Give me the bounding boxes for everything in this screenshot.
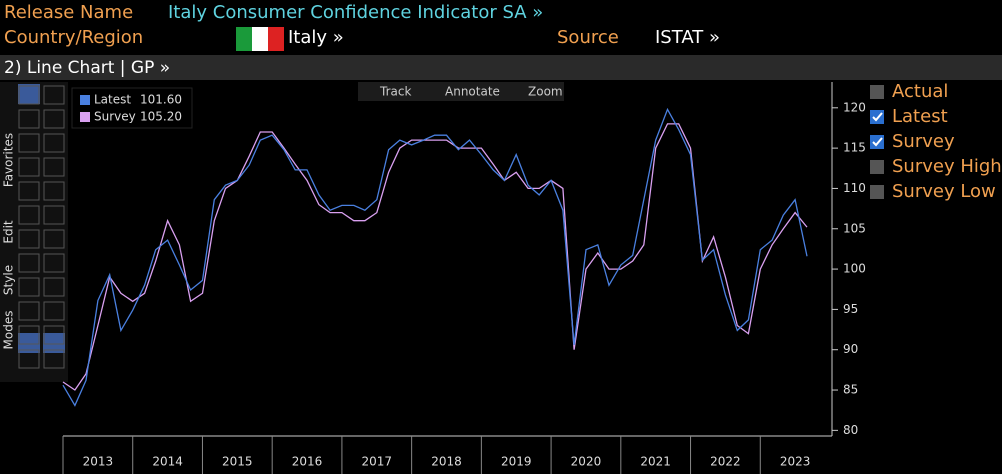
panel-bar — [0, 55, 1002, 80]
tool-button[interactable] — [43, 85, 65, 105]
y-tick-label: 100 — [843, 262, 866, 276]
side-tab[interactable]: Favorites — [2, 133, 16, 187]
tool-button[interactable] — [43, 229, 65, 249]
country-value[interactable]: Italy » — [288, 27, 344, 48]
x-tick-label: 2017 — [361, 455, 392, 469]
tool-button[interactable] — [43, 253, 65, 273]
x-tick-label: 2014 — [152, 455, 183, 469]
tool-button[interactable] — [43, 205, 65, 225]
tool-button[interactable] — [18, 181, 40, 201]
y-tick-label: 105 — [843, 221, 866, 235]
x-tick-label: 2016 — [292, 455, 323, 469]
release-value[interactable]: Italy Consumer Confidence Indicator SA » — [168, 2, 543, 23]
tool-button[interactable] — [43, 181, 65, 201]
side-tab[interactable]: Modes — [2, 311, 16, 350]
legend-box — [71, 87, 193, 129]
checkbox-label[interactable]: Latest — [892, 106, 948, 127]
side-tab[interactable]: Edit — [2, 220, 16, 244]
legend-label: Latest — [94, 93, 131, 107]
toolbar-button[interactable]: Zoom — [528, 85, 563, 99]
checkbox-label[interactable]: Actual — [892, 81, 948, 102]
x-tick-label: 2013 — [83, 455, 114, 469]
y-tick-label: 80 — [843, 423, 858, 437]
tool-button[interactable] — [18, 205, 40, 225]
tool-button[interactable] — [43, 109, 65, 129]
tool-palette — [0, 82, 68, 382]
x-tick-label: 2022 — [710, 455, 741, 469]
legend-swatch — [80, 112, 90, 122]
tool-button[interactable] — [43, 277, 65, 297]
checkbox[interactable] — [870, 85, 884, 99]
tool-button[interactable] — [43, 133, 65, 153]
tool-button[interactable] — [18, 85, 40, 105]
series-line — [62, 107, 808, 407]
checkbox-label[interactable]: Survey — [892, 131, 955, 152]
tool-button[interactable] — [18, 157, 40, 177]
tool-button[interactable] — [18, 253, 40, 273]
tool-button[interactable] — [18, 325, 40, 345]
tool-button[interactable] — [18, 277, 40, 297]
x-tick-label: 2019 — [501, 455, 532, 469]
x-tick-label: 2018 — [431, 455, 462, 469]
check-mark — [872, 137, 883, 147]
legend-value: 105.20 — [140, 110, 182, 124]
panel-title: 2) Line Chart | GP » — [4, 58, 170, 78]
release-label: Release Name — [4, 2, 133, 23]
y-tick-label: 110 — [843, 181, 866, 195]
y-tick-label: 95 — [843, 302, 858, 316]
tool-button[interactable] — [18, 301, 40, 321]
x-tick-label: 2020 — [571, 455, 602, 469]
y-tick-label: 90 — [843, 342, 858, 356]
checkbox-label[interactable]: Survey Low — [892, 181, 996, 202]
source-value[interactable]: ISTAT » — [655, 27, 720, 48]
tool-button[interactable] — [18, 133, 40, 153]
y-tick-label: 85 — [843, 383, 858, 397]
country-label: Country/Region — [4, 27, 143, 48]
x-tick-label: 2015 — [222, 455, 253, 469]
legend-swatch — [80, 95, 90, 105]
x-tick-label: 2023 — [780, 455, 811, 469]
checkbox-label[interactable]: Survey High — [892, 156, 1002, 177]
y-tick-label: 120 — [843, 100, 866, 114]
y-tick-label: 115 — [843, 141, 866, 155]
checkbox[interactable] — [870, 185, 884, 199]
check-mark — [872, 112, 883, 122]
tool-button[interactable] — [43, 157, 65, 177]
toolbar-button[interactable]: Annotate — [445, 85, 500, 99]
toolbar — [358, 82, 564, 101]
side-tab[interactable]: Style — [2, 265, 16, 295]
tool-button[interactable] — [18, 229, 40, 249]
tool-button[interactable] — [43, 301, 65, 321]
x-tick-label: 2021 — [640, 455, 671, 469]
legend-label: Survey — [94, 110, 136, 124]
checkbox[interactable] — [870, 160, 884, 174]
tool-button[interactable] — [18, 349, 40, 369]
toolbar-button[interactable]: Track — [379, 85, 411, 99]
tool-button[interactable] — [43, 349, 65, 369]
checkbox[interactable] — [870, 135, 884, 149]
tool-button[interactable] — [18, 109, 40, 129]
x-axis-band — [0, 437, 832, 474]
flag — [236, 27, 284, 51]
legend-value: 101.60 — [140, 93, 182, 107]
tool-button[interactable] — [43, 325, 65, 345]
source-label: Source — [557, 27, 619, 48]
checkbox[interactable] — [870, 110, 884, 124]
